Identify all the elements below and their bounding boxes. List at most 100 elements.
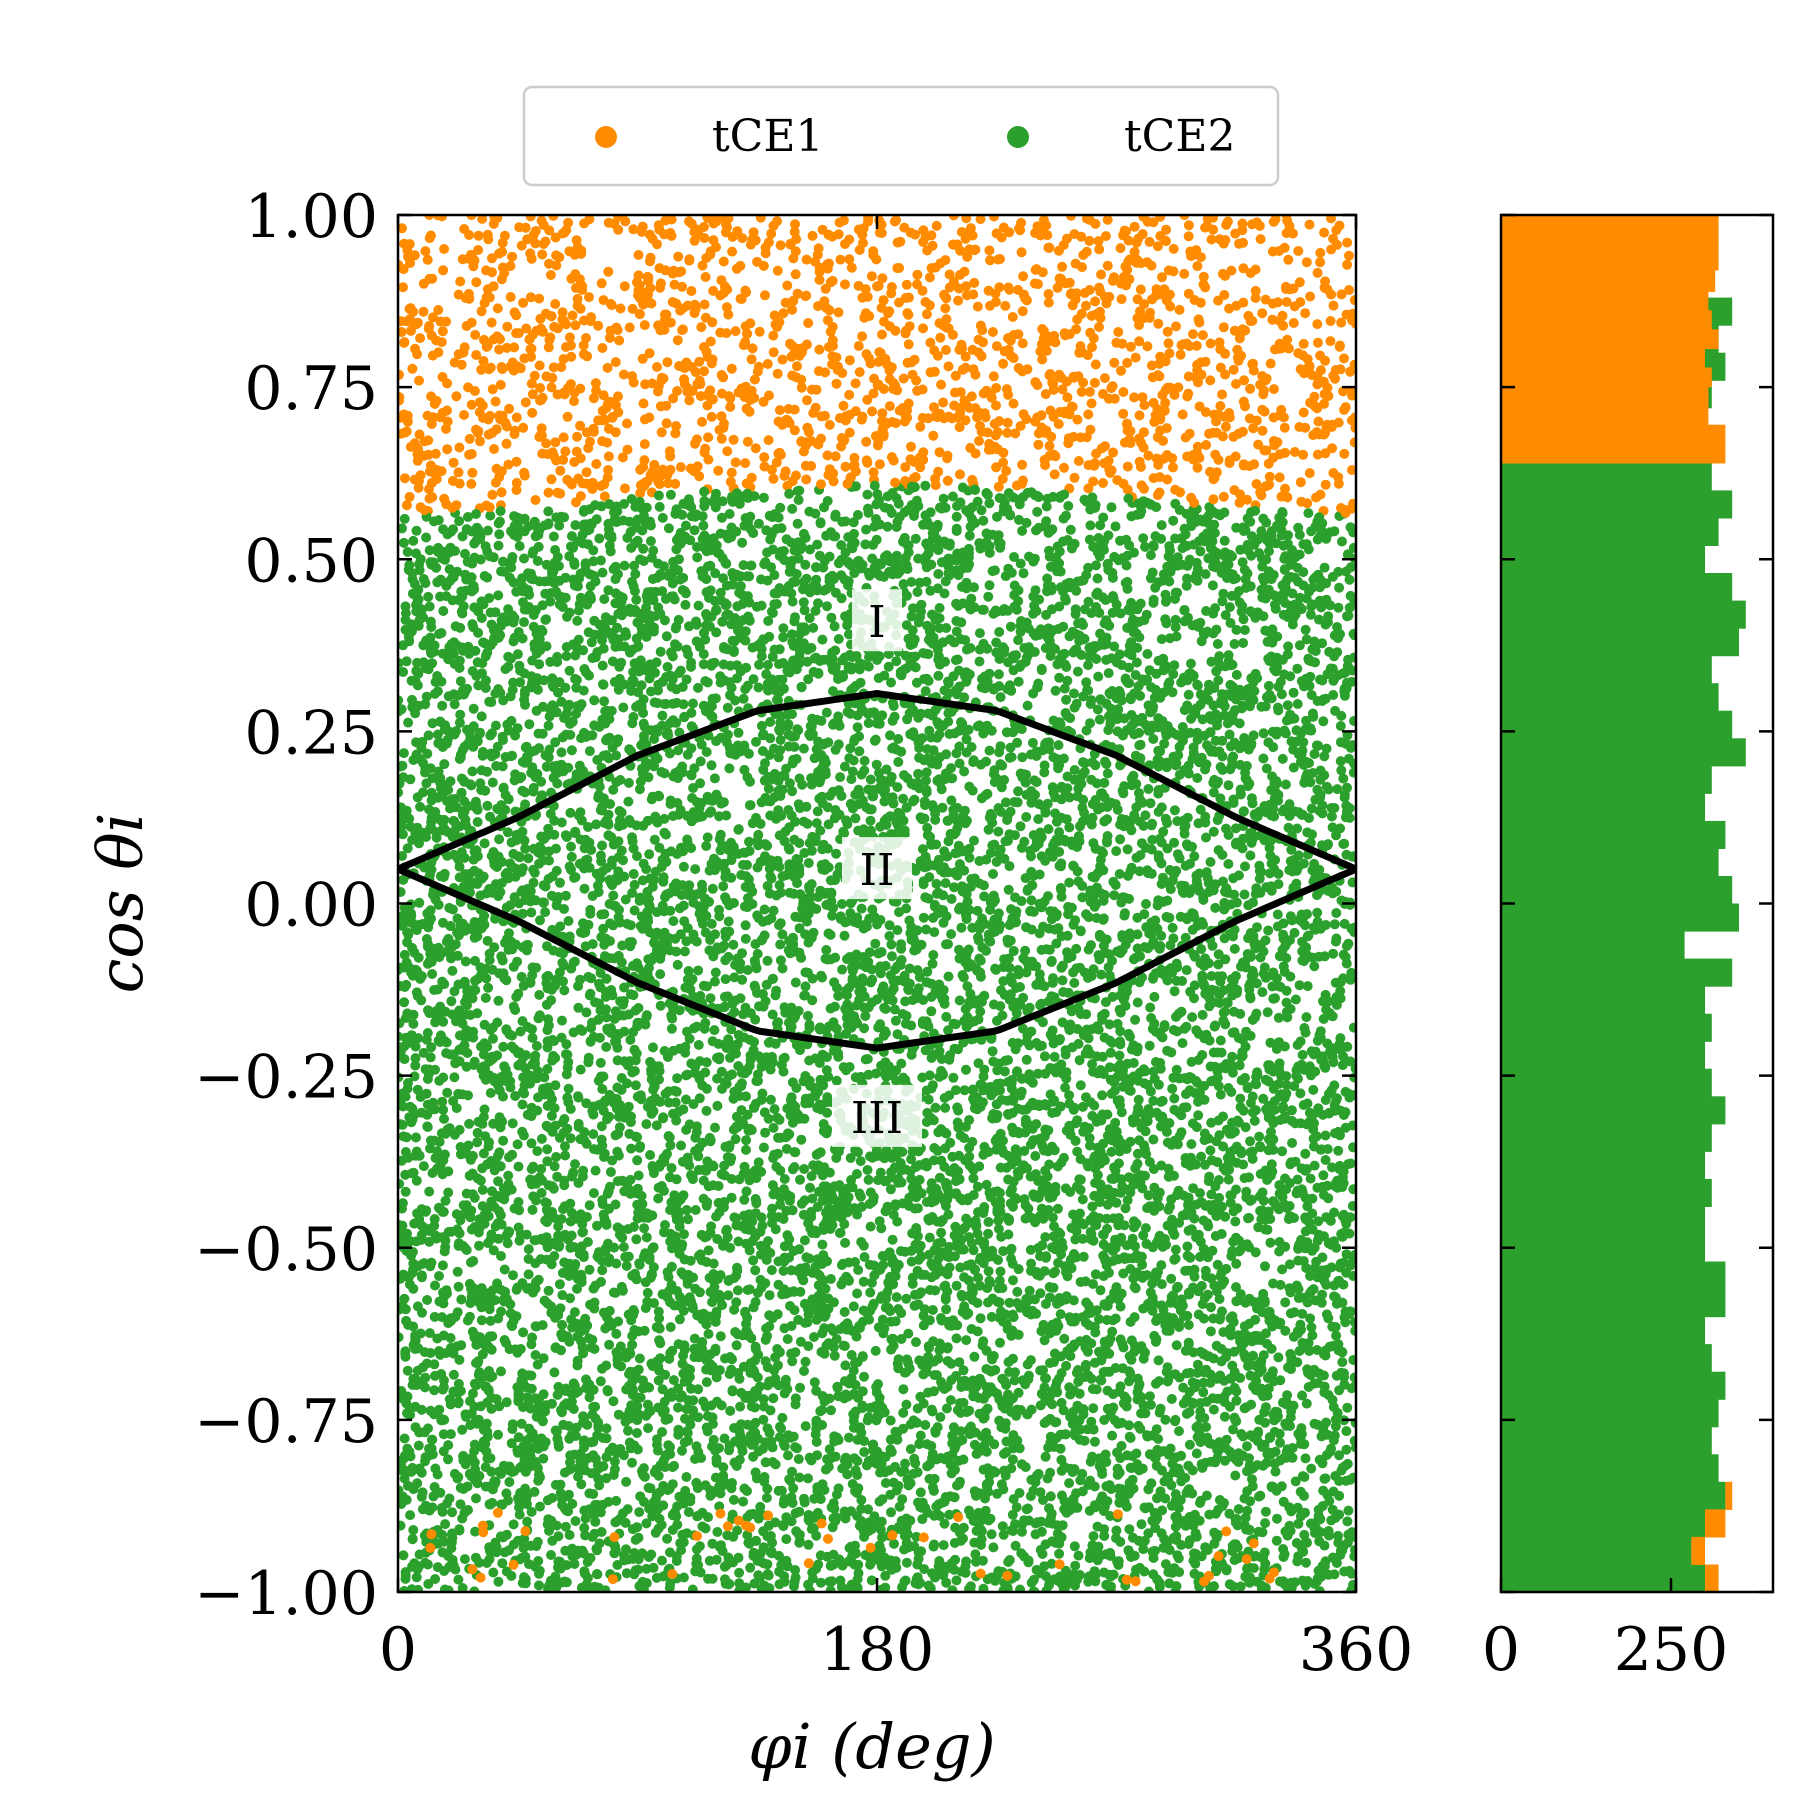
point-tce1 xyxy=(726,363,737,374)
point-tce2 xyxy=(605,1167,616,1177)
point-tce1 xyxy=(1344,250,1354,261)
point-tce2 xyxy=(398,787,404,798)
point-tce2 xyxy=(1069,978,1080,988)
point-tce2 xyxy=(481,888,492,899)
point-tce1 xyxy=(597,343,608,353)
point-tce2 xyxy=(984,745,995,756)
point-tce2 xyxy=(1279,564,1290,575)
point-tce2 xyxy=(608,890,619,901)
point-tce2 xyxy=(526,1506,537,1517)
point-tce1 xyxy=(1174,304,1185,315)
point-tce2 xyxy=(527,1204,538,1215)
point-tce2 xyxy=(693,1040,704,1050)
point-tce2 xyxy=(1162,1362,1173,1373)
point-tce2 xyxy=(1133,1094,1144,1105)
point-tce2 xyxy=(584,1200,595,1211)
point-tce2 xyxy=(1336,710,1347,721)
point-tce2 xyxy=(1280,1297,1291,1308)
point-tce2 xyxy=(1213,675,1224,686)
point-tce2 xyxy=(414,897,425,908)
point-tce2 xyxy=(894,907,904,918)
point-tce1 xyxy=(1037,354,1048,365)
point-tce2 xyxy=(879,1176,890,1187)
point-tce1 xyxy=(603,465,614,475)
point-tce2 xyxy=(653,558,663,569)
point-tce2 xyxy=(824,1444,835,1455)
point-tce1 xyxy=(1328,300,1339,311)
point-tce1 xyxy=(1295,477,1306,488)
point-tce1 xyxy=(1251,479,1262,489)
point-tce2 xyxy=(498,1135,509,1146)
point-tce1 xyxy=(1043,297,1054,308)
point-tce2 xyxy=(869,735,880,746)
point-tce2 xyxy=(1312,907,1323,918)
point-tce2 xyxy=(668,916,679,927)
point-tce2 xyxy=(1024,1285,1035,1296)
point-tce1 xyxy=(473,230,484,241)
point-tce2 xyxy=(526,1164,537,1174)
point-tce1 xyxy=(1118,408,1129,419)
point-tce1 xyxy=(672,335,683,346)
point-tce2 xyxy=(983,591,994,602)
point-tce2 xyxy=(580,1513,591,1524)
point-tce1 xyxy=(555,465,566,476)
point-tce1 xyxy=(718,256,729,267)
point-tce2 xyxy=(1039,1051,1050,1062)
point-tce2 xyxy=(1069,688,1079,699)
point-tce2 xyxy=(1095,520,1106,531)
point-tce2 xyxy=(875,1167,886,1178)
point-tce2 xyxy=(675,1538,686,1549)
point-tce1 xyxy=(1094,282,1105,293)
point-tce2 xyxy=(920,480,931,491)
point-tce2 xyxy=(837,964,848,975)
point-tce1 xyxy=(524,334,535,345)
point-tce2 xyxy=(1337,1357,1348,1368)
point-tce1 xyxy=(546,382,557,393)
point-tce1 xyxy=(418,306,429,317)
point-tce2 xyxy=(1349,1372,1356,1383)
point-tce1 xyxy=(495,379,506,390)
point-tce1 xyxy=(790,269,801,280)
point-tce2 xyxy=(878,1260,888,1271)
point-tce1 xyxy=(1188,329,1198,340)
point-tce1 xyxy=(1305,291,1316,302)
point-tce1 xyxy=(856,414,867,425)
point-tce2 xyxy=(503,1170,514,1181)
point-tce1 xyxy=(1304,468,1315,479)
point-tce2 xyxy=(1345,590,1356,601)
point-tce2 xyxy=(654,842,665,853)
point-tce2 xyxy=(784,488,795,499)
point-tce2 xyxy=(952,501,962,511)
point-tce2 xyxy=(610,1199,621,1210)
point-tce2 xyxy=(853,1265,864,1275)
point-tce2 xyxy=(925,585,936,596)
point-tce1 xyxy=(1200,222,1211,233)
point-tce1 xyxy=(1143,450,1154,461)
point-tce1 xyxy=(754,326,765,337)
point-tce1 xyxy=(473,245,484,255)
point-tce2 xyxy=(912,587,923,597)
point-tce1 xyxy=(1032,412,1043,423)
point-tce2 xyxy=(758,492,769,503)
point-tce2 xyxy=(1062,947,1072,958)
point-tce1 xyxy=(850,378,861,389)
point-tce2 xyxy=(915,1487,926,1498)
point-tce1 xyxy=(725,401,736,412)
point-tce2 xyxy=(1335,756,1346,767)
point-tce2 xyxy=(619,1026,630,1037)
point-tce1 xyxy=(1138,442,1149,453)
point-tce1 xyxy=(1135,284,1146,295)
point-tce1 xyxy=(1093,236,1104,247)
point-tce2 xyxy=(468,1388,478,1399)
point-tce1 xyxy=(575,420,586,431)
point-tce1 xyxy=(503,459,514,470)
point-tce2 xyxy=(1170,1244,1181,1255)
point-tce2 xyxy=(424,545,435,556)
point-tce1 xyxy=(1234,238,1244,249)
point-tce2 xyxy=(700,676,711,687)
point-tce2 xyxy=(399,513,410,524)
point-tce2 xyxy=(962,981,973,992)
point-tce2 xyxy=(400,1186,411,1197)
point-tce2 xyxy=(768,1122,779,1133)
point-tce1 xyxy=(1017,459,1028,470)
